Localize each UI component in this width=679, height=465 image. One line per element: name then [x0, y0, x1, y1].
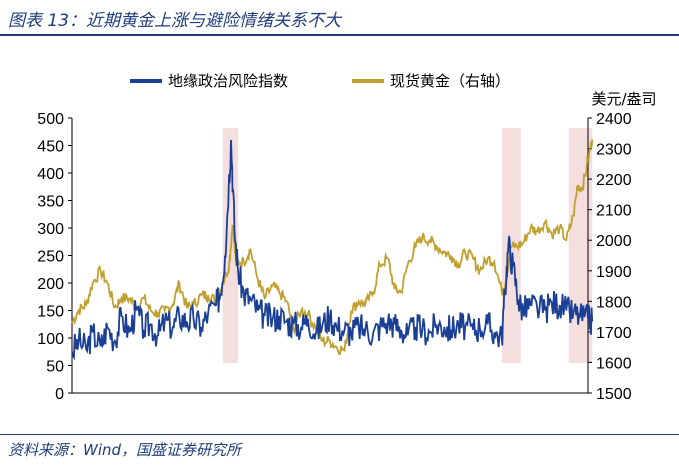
- left-tick-label-5: 250: [37, 249, 64, 266]
- left-tick-label-4: 200: [37, 276, 64, 293]
- right-tick-label-5: 2000: [596, 233, 632, 250]
- left-tick-label-6: 300: [37, 221, 64, 238]
- left-tick-label-10: 500: [37, 111, 64, 128]
- chart-axes: [68, 117, 592, 394]
- left-tick-label-3: 150: [37, 304, 64, 321]
- source-note: 资料来源：Wind，国盛证券研究所: [8, 441, 242, 459]
- left-tick-label-7: 350: [37, 194, 64, 211]
- left-tick-label-0: 0: [55, 386, 64, 403]
- tick-labels: 0 50 100 150 200 250 300 350 400 450 500 1500 1600 17…: [37, 90, 656, 403]
- dual-axis-line-chart: 地缘政治风险指数 现货黄金（右轴） 0 50 100 150 200 250 300 350 40…: [37, 72, 656, 403]
- right-tick-label-4: 1900: [596, 264, 632, 281]
- left-tick-label-1: 50: [46, 359, 64, 376]
- series-lines: [71, 139, 594, 361]
- legend-label-gold: 现货黄金（右轴）: [390, 72, 510, 90]
- right-tick-label-7: 2200: [596, 172, 632, 189]
- right-tick-label-2: 1700: [596, 325, 632, 342]
- chart-title: 图表 13：近期黄金上涨与避险情绪关系不大: [8, 11, 342, 31]
- series-line-gpr: [71, 139, 594, 361]
- series-line-gold: [71, 139, 594, 355]
- title-rule: [0, 34, 679, 36]
- left-tick-label-9: 450: [37, 139, 64, 156]
- right-tick-label-8: 2300: [596, 142, 632, 159]
- left-tick-label-2: 100: [37, 331, 64, 348]
- right-tick-label-9: 2400: [596, 111, 632, 128]
- legend-label-gpr: 地缘政治风险指数: [168, 72, 288, 90]
- right-tick-label-3: 1800: [596, 294, 632, 311]
- left-tick-label-8: 400: [37, 166, 64, 183]
- chart-legend: 地缘政治风险指数 现货黄金（右轴）: [130, 72, 510, 90]
- right-axis-unit: 美元/盎司: [591, 90, 656, 108]
- right-tick-label-0: 1500: [596, 386, 632, 403]
- highlight-band-1: [501, 128, 521, 363]
- right-tick-label-1: 1600: [596, 355, 632, 372]
- right-tick-label-6: 2100: [596, 203, 632, 220]
- source-rule: [0, 434, 679, 435]
- highlight-band-2: [568, 128, 593, 363]
